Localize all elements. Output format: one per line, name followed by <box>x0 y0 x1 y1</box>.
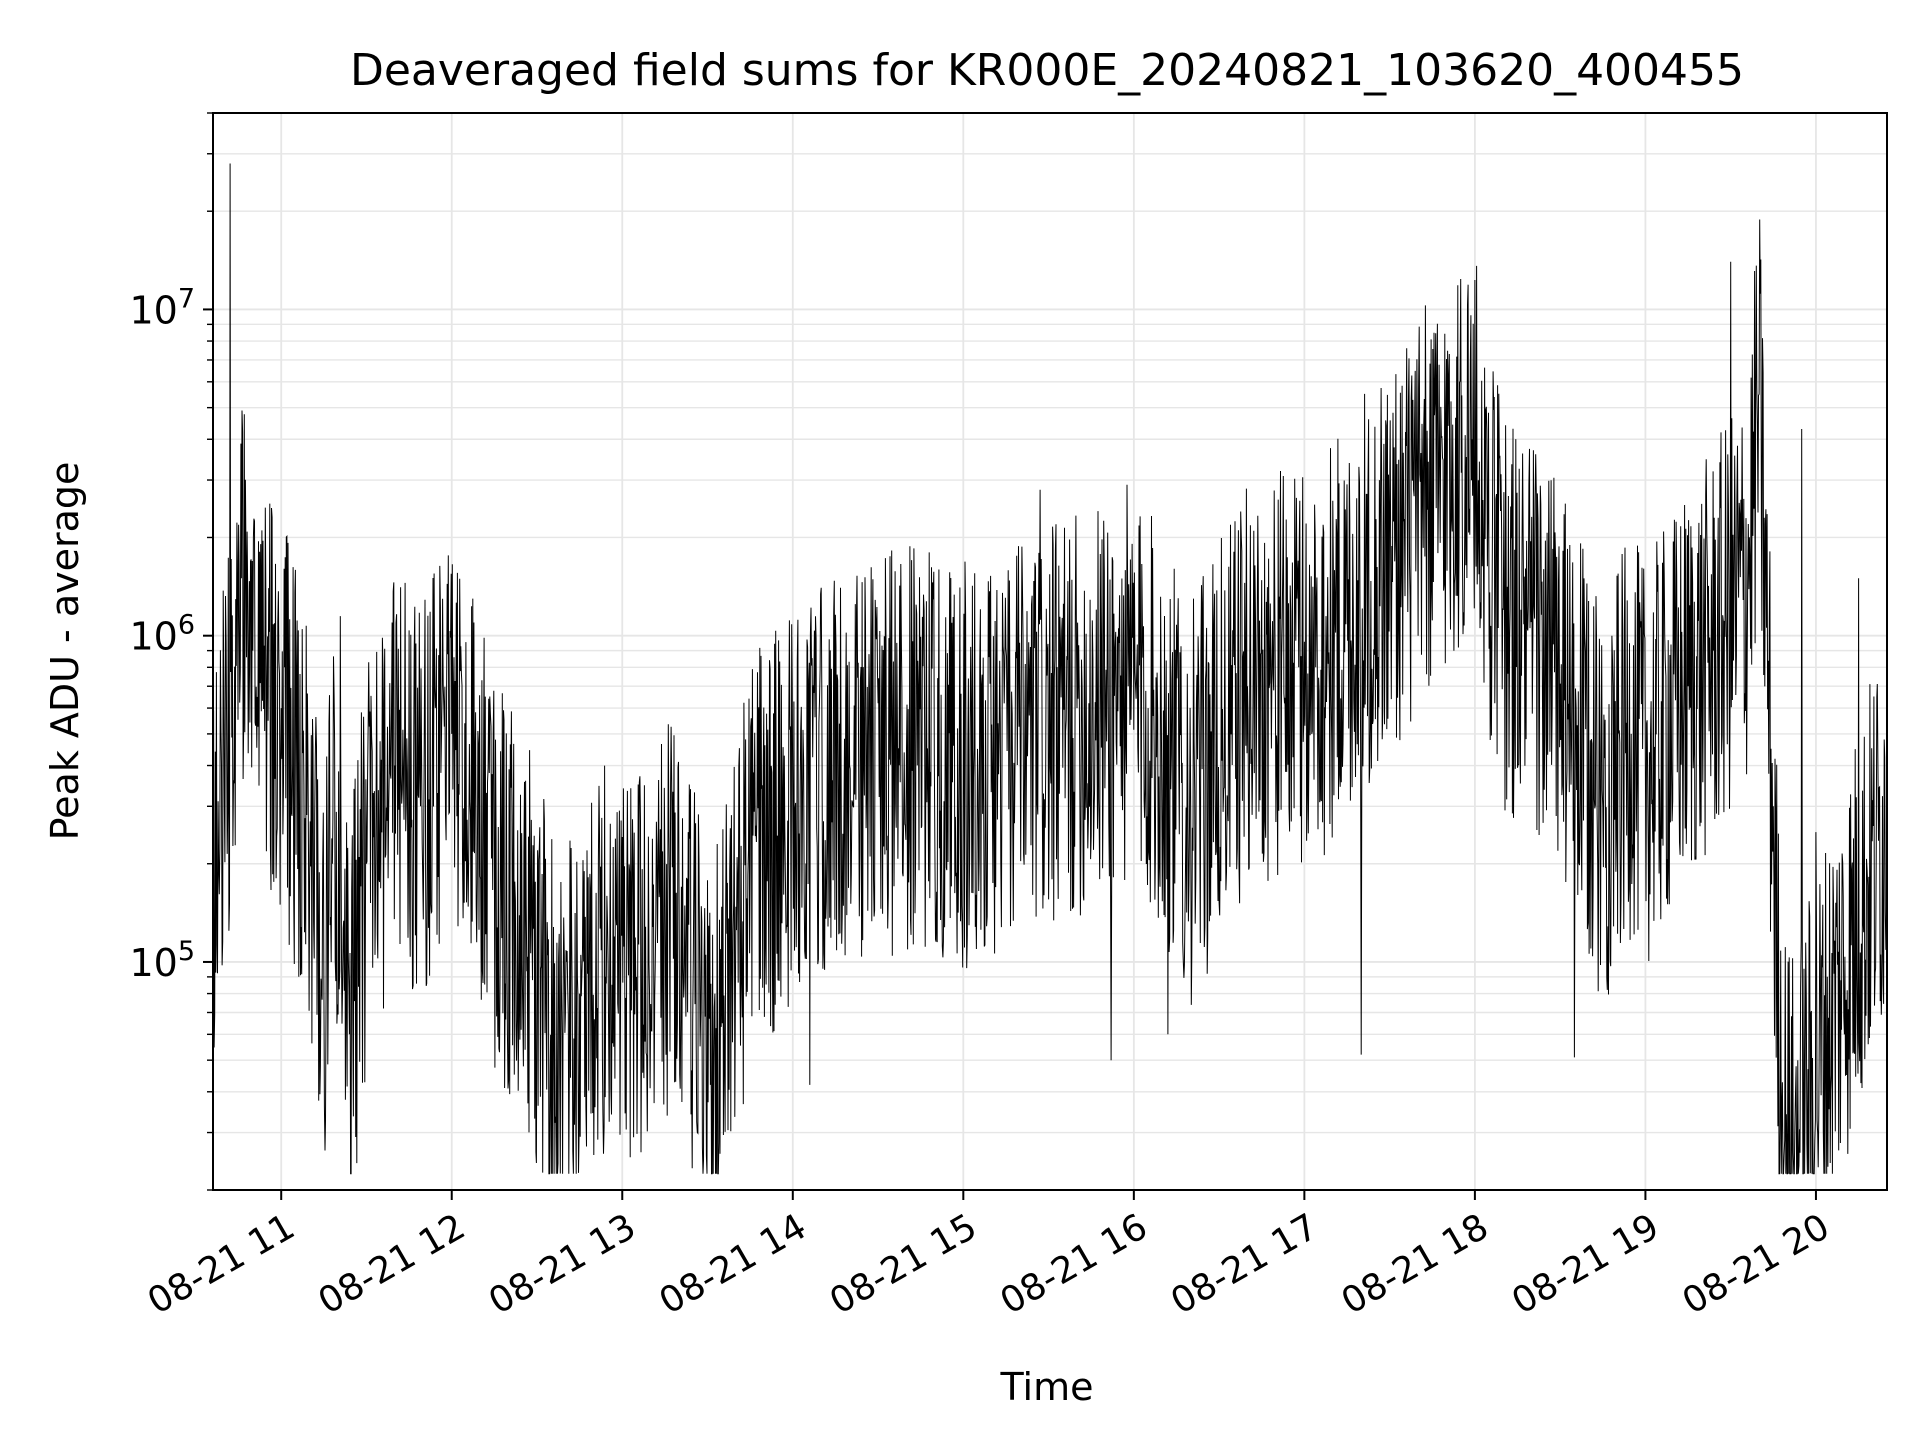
x-axis-label: Time <box>1000 1365 1094 1409</box>
y-axis-label: Peak ADU - average <box>43 462 87 841</box>
chart-title: Deaveraged field sums for KR000E_2024082… <box>350 45 1744 96</box>
